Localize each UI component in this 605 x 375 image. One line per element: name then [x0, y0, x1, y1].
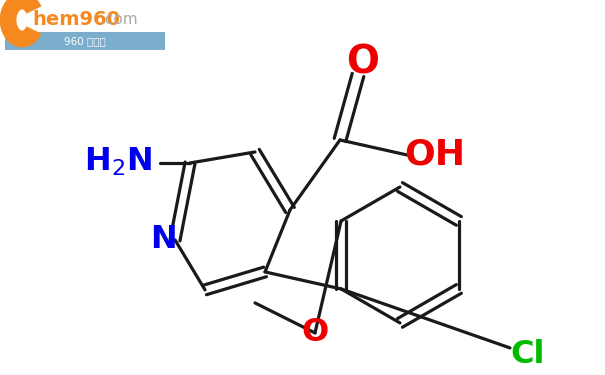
Text: hem960: hem960: [32, 10, 120, 30]
Text: Cl: Cl: [511, 339, 545, 370]
Text: 960 化工网: 960 化工网: [64, 36, 106, 46]
Text: H$_2$N: H$_2$N: [84, 146, 152, 178]
Bar: [5, 32, 165, 50]
Text: O: O: [347, 44, 379, 82]
Text: .com: .com: [100, 12, 138, 27]
Text: N: N: [149, 224, 177, 255]
Text: OH: OH: [404, 138, 465, 172]
Text: O: O: [301, 317, 329, 348]
